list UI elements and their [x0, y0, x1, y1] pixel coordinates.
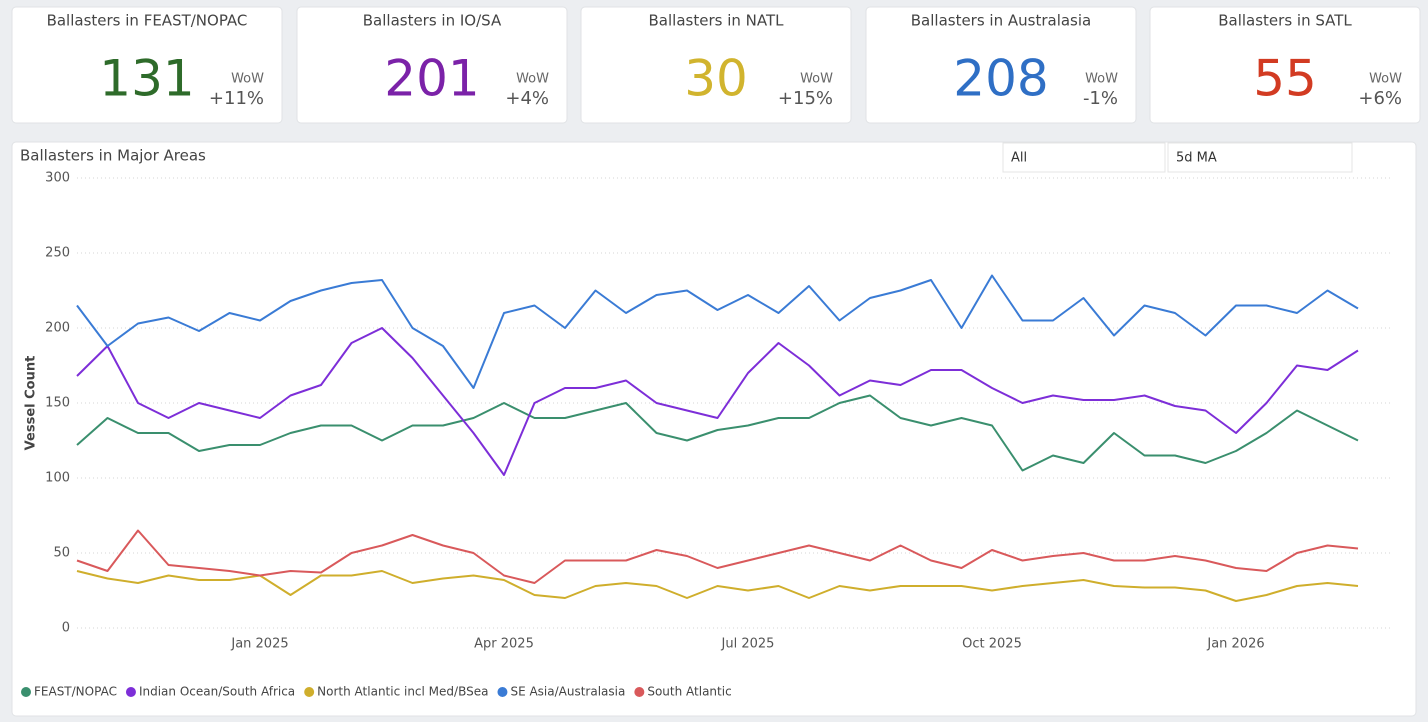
card-value: 201	[384, 50, 479, 108]
wow-change: +4%	[505, 88, 549, 109]
x-tick-label: Apr 2025	[474, 637, 534, 652]
y-tick-label: 50	[53, 546, 70, 561]
slicer[interactable]	[1167, 142, 1353, 173]
card-title: Ballasters in NATL	[649, 12, 785, 30]
card-value: 30	[684, 50, 748, 108]
wow-change: +6%	[1358, 88, 1402, 109]
legend-label: South Atlantic	[647, 685, 731, 699]
card-title: Ballasters in SATL	[1218, 12, 1352, 30]
card-title: Ballasters in Australasia	[911, 12, 1091, 30]
series-line	[76, 327, 1359, 476]
series-line	[76, 529, 1359, 584]
y-tick-label: 0	[62, 621, 70, 636]
card-title: Ballasters in IO/SA	[363, 12, 502, 30]
x-tick-label: Jan 2025	[230, 637, 288, 652]
legend-swatch	[304, 687, 315, 697]
wow-label: WoW	[231, 72, 264, 87]
legend-swatch	[21, 687, 31, 697]
y-tick-label: 150	[45, 396, 70, 411]
chart-title: Ballasters in Major Areas	[20, 147, 206, 165]
y-axis-label: Vessel Count	[24, 356, 39, 451]
wow-label: WoW	[1085, 72, 1118, 87]
x-tick-label: Oct 2025	[962, 637, 1022, 652]
legend-label: Indian Ocean/South Africa	[139, 685, 295, 699]
chart-panel	[11, 141, 1417, 717]
y-tick-label: 300	[45, 171, 70, 186]
series-line	[76, 274, 1359, 389]
wow-label: WoW	[516, 72, 549, 87]
kpi-card	[580, 6, 852, 124]
y-tick-label: 200	[45, 321, 70, 336]
slicer-label: All	[1011, 151, 1027, 166]
legend-label: North Atlantic incl Med/BSea	[317, 685, 488, 699]
card-value: 131	[99, 50, 194, 108]
y-tick-label: 100	[45, 471, 70, 486]
wow-change: +11%	[209, 88, 264, 109]
kpi-card	[865, 6, 1137, 124]
x-tick-label: Jul 2025	[721, 637, 775, 652]
kpi-card	[296, 6, 568, 124]
series-line	[76, 394, 1359, 472]
legend-swatch	[125, 687, 136, 697]
series-line	[76, 570, 1359, 602]
card-title: Ballasters in FEAST/NOPAC	[47, 12, 248, 30]
legend-label: SE Asia/Australasia	[510, 685, 625, 699]
legend-swatch	[497, 687, 508, 697]
wow-change: -1%	[1083, 88, 1118, 109]
x-tick-label: Jan 2026	[1206, 637, 1264, 652]
y-tick-label: 250	[45, 246, 70, 261]
card-value: 55	[1253, 50, 1317, 108]
card-value: 208	[953, 50, 1048, 108]
wow-change: +15%	[778, 88, 833, 109]
kpi-card	[11, 6, 283, 124]
slicer-label: 5d MA	[1176, 151, 1217, 166]
legend-swatch	[634, 687, 645, 697]
wow-label: WoW	[800, 72, 833, 87]
legend-label: FEAST/NOPAC	[34, 685, 117, 699]
wow-label: WoW	[1369, 72, 1402, 87]
kpi-card	[1149, 6, 1421, 124]
slicer[interactable]	[1002, 142, 1166, 173]
